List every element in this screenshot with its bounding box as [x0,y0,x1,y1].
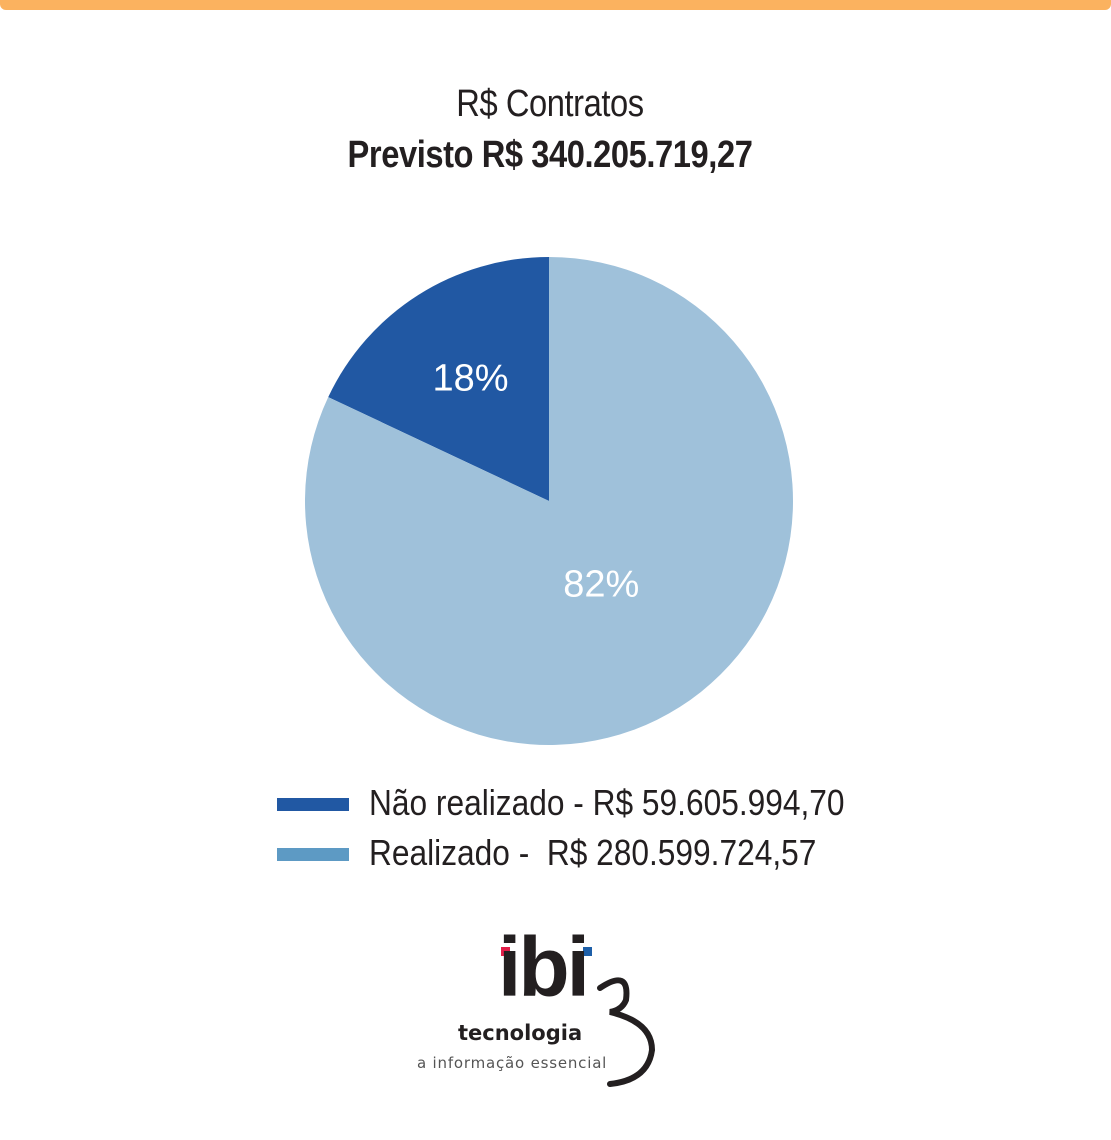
pie-slice-realizado [304,257,793,745]
logo-curl-icon [597,977,656,1087]
legend-label-realizado: Realizado - R$ 280.599.724,57 [369,832,817,873]
chart-legend: Não realizado - R$ 59.605.994,70 Realiza… [277,780,897,880]
legend-label-nao-realizado: Não realizado - R$ 59.605.994,70 [369,782,845,823]
legend-entry-realizado: Realizado - R$ 280.599.724,57 [277,830,897,880]
logo-tagline: a informação essencial [417,1054,608,1072]
pie-label-n-o-realizado: 18% [433,357,509,399]
pie-slice-n-o-realizado [328,257,549,501]
legend-swatch-dark [277,798,349,811]
accent-top-bar [0,0,1111,10]
logo-blue-dot [583,947,592,956]
logo-wordmark: ibi [498,920,590,1014]
legend-entry-nao-realizado: Não realizado - R$ 59.605.994,70 [277,780,897,830]
pie-label-realizado: 82% [563,563,639,605]
legend-swatch-light [277,848,349,861]
logo-red-dot [501,947,510,956]
chart-subtitle: Previsto R$ 340.205.719,27 [347,134,753,176]
logo-subtitle: tecnologia [458,1021,583,1045]
pie-chart: 18% 82% [304,257,793,745]
chart-title: R$ Contratos [456,83,644,125]
company-logo: ibi tecnologia a informação essencial [410,922,670,1090]
